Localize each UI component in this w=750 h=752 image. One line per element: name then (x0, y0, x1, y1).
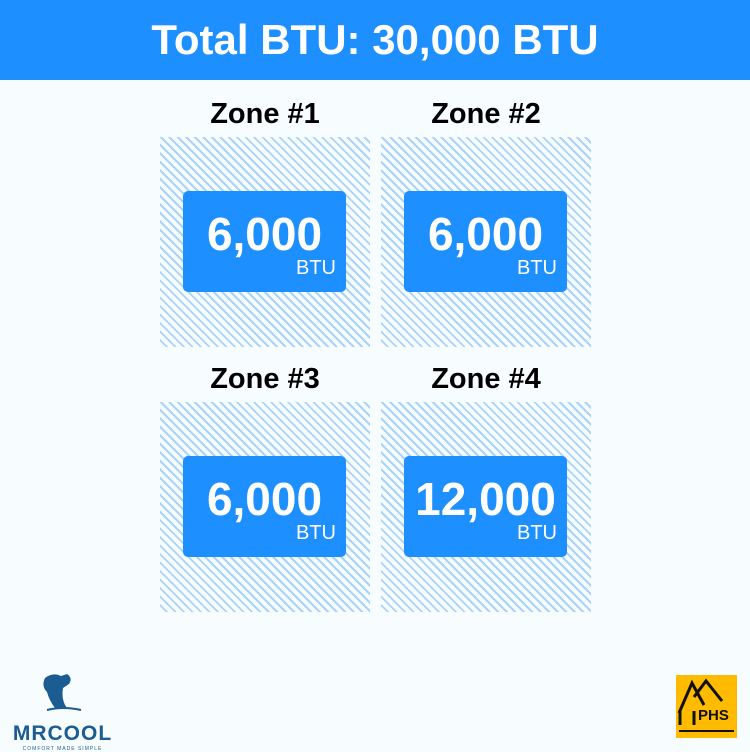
zone-1-area: 6,000 BTU (160, 137, 370, 347)
zone-1-title: Zone #1 (210, 98, 320, 130)
page-title: Total BTU: 30,000 BTU (151, 16, 599, 63)
zone-3-area: 6,000 BTU (160, 402, 370, 612)
zone-1-card: 6,000 BTU (183, 191, 346, 292)
zone-2-card: 6,000 BTU (404, 191, 567, 292)
zone-4-title: Zone #4 (431, 363, 541, 395)
zone-value: 6,000 (206, 473, 323, 525)
zone-2-title: Zone #2 (431, 98, 541, 130)
zone-3-card: 6,000 BTU (183, 456, 346, 557)
total-btu-header: Total BTU: 30,000 BTU (0, 0, 750, 80)
zone-4-area: 12,000 BTU (381, 402, 591, 612)
phs-logo: PHS (676, 675, 737, 738)
zone-unit: BTU (296, 257, 336, 279)
zone-2-area: 6,000 BTU (381, 137, 591, 347)
zone-value: 12,000 (415, 473, 556, 525)
zone-value: 6,000 (206, 208, 323, 260)
zone-unit: BTU (517, 522, 557, 544)
zone-3-title: Zone #3 (210, 363, 320, 395)
zone-unit: BTU (296, 522, 336, 544)
zone-unit: BTU (517, 257, 557, 279)
house-icon (677, 678, 734, 732)
mrcool-logo: MRCOOL COMFORT MADE SIMPLE (10, 670, 115, 752)
zone-value: 6,000 (427, 208, 544, 260)
zone-4-card: 12,000 BTU (404, 456, 567, 557)
polar-bear-icon (42, 674, 81, 711)
